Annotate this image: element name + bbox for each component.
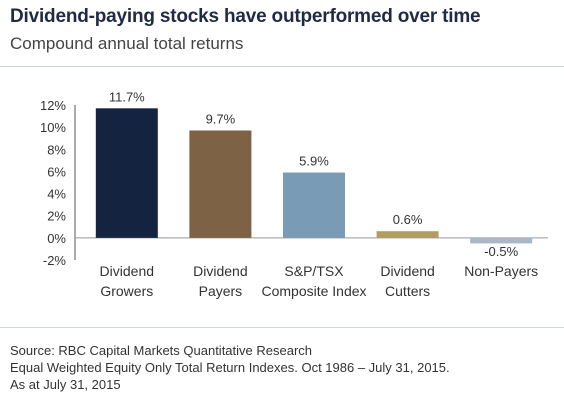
chart-subtitle: Compound annual total returns: [10, 34, 244, 53]
chart-footer: Source: RBC Capital Markets Quantitative…: [10, 342, 450, 393]
y-tick-label: 8%: [47, 142, 66, 157]
data-label: 5.9%: [299, 154, 329, 169]
category-label: Dividend: [193, 263, 247, 279]
as-of-note: As at July 31, 2015: [10, 377, 121, 392]
y-tick-label: 10%: [40, 120, 66, 135]
bar: [470, 237, 533, 244]
bar-chart: 12% 10% 8% 6% 4% 2% 0% -2% 11.7% Dividend Growers 9…: [40, 89, 548, 299]
category-label: Non-Payers: [464, 263, 538, 279]
category-label: Growers: [100, 283, 153, 299]
y-tick-label: -2%: [43, 253, 67, 268]
bar: [95, 108, 158, 238]
category-label: Dividend: [380, 263, 434, 279]
bottom-divider: [0, 327, 564, 328]
y-tick-label: 4%: [47, 187, 66, 202]
source-note: Source: RBC Capital Markets Quantitative…: [10, 343, 313, 358]
methodology-note: Equal Weighted Equity Only Total Return …: [10, 360, 450, 375]
chart-title: Dividend-paying stocks have outperformed…: [10, 6, 481, 27]
y-tick-label: 6%: [47, 164, 66, 179]
data-label: 11.7%: [109, 89, 145, 104]
data-label: 9.7%: [206, 111, 236, 126]
category-label: Payers: [199, 283, 243, 299]
bar: [189, 130, 252, 238]
top-divider: [0, 66, 564, 67]
y-tick-label: 12%: [40, 98, 66, 113]
bar: [376, 231, 439, 238]
category-label: Composite Index: [261, 283, 366, 299]
category-label: Dividend: [100, 263, 154, 279]
category-label: S&P/TSX: [284, 263, 344, 279]
bar: [283, 172, 345, 238]
data-label: -0.5%: [484, 244, 518, 259]
data-label: 0.6%: [393, 212, 423, 227]
y-tick-label: 2%: [47, 209, 66, 224]
y-tick-label: 0%: [47, 231, 66, 246]
category-label: Cutters: [385, 283, 430, 299]
